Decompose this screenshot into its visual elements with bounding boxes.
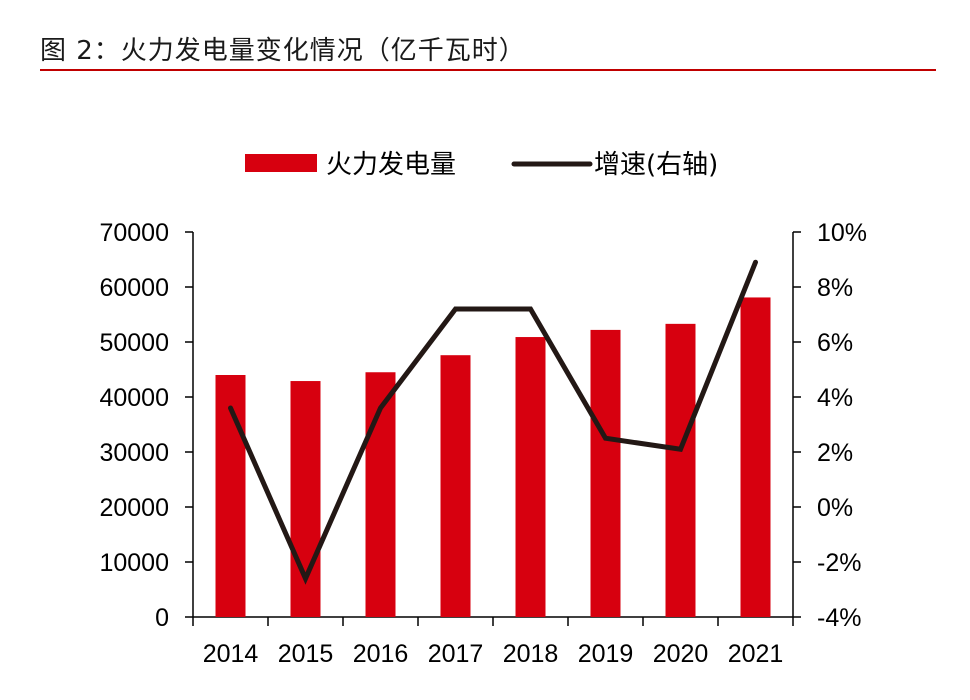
x-axis-tick-label: 2015 <box>278 640 334 668</box>
bar-2019 <box>590 329 621 617</box>
bar-2021 <box>740 297 771 617</box>
left-axis: 0 10000 20000 30000 40000 50000 60000 70000 <box>99 219 194 632</box>
x-axis-tick-label: 2017 <box>428 640 484 668</box>
legend-swatch-bar <box>245 154 317 172</box>
bar-2020 <box>665 323 696 617</box>
right-axis: -4% -2% 0% 2% 4% 6% 8% 10% <box>792 219 867 632</box>
right-axis-tick-label: -2% <box>817 549 861 577</box>
x-axis-tick-label: 2014 <box>203 640 259 668</box>
x-axis-tick-label: 2021 <box>728 640 784 668</box>
chart-title: 图 2：火力发电量变化情况（亿千瓦时） <box>40 36 526 66</box>
growth-line <box>228 259 758 585</box>
bar-series <box>215 297 771 617</box>
legend-label-bar: 火力发电量 <box>326 150 456 180</box>
bar-2014 <box>215 375 246 617</box>
legend: 火力发电量 增速(右轴) <box>245 150 718 180</box>
x-axis-tick-label: 2019 <box>578 640 634 668</box>
right-axis-tick-label: -4% <box>817 604 861 632</box>
bar-2017 <box>440 355 471 617</box>
bar-2018 <box>515 337 546 617</box>
left-axis-tick-label: 50000 <box>99 329 169 357</box>
right-axis-tick-label: 4% <box>817 384 853 412</box>
legend-label-line: 增速(右轴) <box>594 150 718 180</box>
right-axis-tick-label: 8% <box>817 274 853 302</box>
left-axis-tick-label: 70000 <box>99 219 169 247</box>
line-series <box>228 259 758 585</box>
x-axis: 2014 2015 2016 2017 2018 2019 2020 2021 <box>192 616 794 668</box>
left-axis-tick-label: 0 <box>155 604 169 632</box>
x-axis-tick-label: 2018 <box>503 640 559 668</box>
right-axis-tick-label: 10% <box>817 219 867 247</box>
x-axis-tick-label: 2020 <box>653 640 709 668</box>
right-axis-tick-label: 2% <box>817 439 853 467</box>
left-axis-tick-label: 20000 <box>99 494 169 522</box>
right-axis-tick-label: 6% <box>817 329 853 357</box>
left-axis-tick-label: 40000 <box>99 384 169 412</box>
left-axis-tick-label: 30000 <box>99 439 169 467</box>
title-underline <box>40 69 936 71</box>
right-axis-tick-label: 0% <box>817 494 853 522</box>
x-axis-tick-label: 2016 <box>353 640 409 668</box>
left-axis-tick-label: 60000 <box>99 274 169 302</box>
left-axis-tick-label: 10000 <box>99 549 169 577</box>
